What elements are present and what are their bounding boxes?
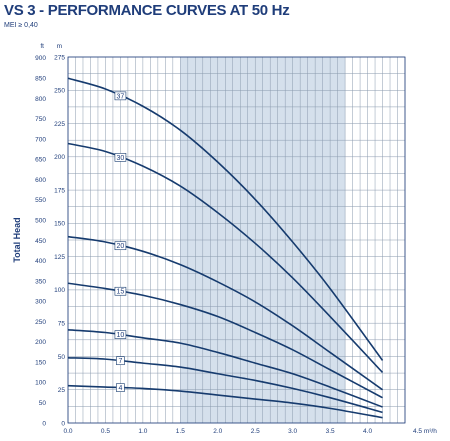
curve-label-4: 4 <box>118 385 122 392</box>
x-unit-label: 4.5 m³/h <box>413 428 437 435</box>
y-tick-m-9: 225 <box>54 121 65 128</box>
chart-title: VS 3 - PERFORMANCE CURVES AT 50 Hz <box>4 2 290 19</box>
y-tick-m-1: 25 <box>58 387 66 394</box>
curve-label-30: 30 <box>117 155 125 162</box>
y-tick-ft-10: 500 <box>35 217 46 224</box>
curve-label-7: 7 <box>118 358 122 365</box>
y-tick-m-3: 75 <box>58 320 66 327</box>
curve-label-box-7 <box>116 356 125 366</box>
y-tick-m-8: 200 <box>54 154 65 161</box>
y-tick-ft-15: 750 <box>35 116 46 123</box>
y-tick-m-0: 0 <box>61 420 65 427</box>
y-tick-m-7: 175 <box>54 187 65 194</box>
y-unit-m-label: m <box>57 43 62 50</box>
y-tick-m-10: 250 <box>54 88 65 95</box>
curve-label-box-10 <box>114 330 127 339</box>
y-tick-ft-1: 50 <box>39 400 47 407</box>
x-tick-label-1: 0.5 <box>101 428 110 435</box>
y-tick-ft-11: 550 <box>35 197 46 204</box>
y-tick-labels-ft: 0 50 100 150 200 250 300 350 400 450 500 550 600 650 7… <box>35 55 46 427</box>
x-tick-label-0: 0.0 <box>63 428 72 435</box>
y-tick-m-6: 150 <box>54 221 65 228</box>
curve-label-box-37 <box>114 91 127 101</box>
x-tick-label-5: 2.5 <box>251 428 260 435</box>
y-tick-ft-7: 350 <box>35 278 46 285</box>
y-tick-ft-14: 700 <box>35 136 46 143</box>
curve-label-box-4 <box>116 383 125 392</box>
curve-label-box-15 <box>114 286 127 296</box>
y-unit-ft-label: ft <box>40 43 44 50</box>
y-tick-m-5: 125 <box>54 254 65 261</box>
y-tick-ft-12: 600 <box>35 177 46 184</box>
y-tick-m-11: 275 <box>54 54 65 61</box>
curve-label-20: 20 <box>117 243 125 250</box>
x-tick-label-2: 1.0 <box>138 428 147 435</box>
x-tick-label-6: 3.0 <box>288 428 297 435</box>
y-tick-ft-16: 800 <box>35 96 46 103</box>
y-tick-ft-9: 450 <box>35 238 46 245</box>
y-tick-labels-m: 0 25 50 75 100 125 150 175 200 225 250 275 <box>54 54 65 427</box>
chart-subtitle: MEI ≥ 0,40 <box>4 22 38 29</box>
y-tick-ft-3: 150 <box>35 359 46 366</box>
y-tick-ft-4: 200 <box>35 339 46 346</box>
x-tick-label-8: 4.0 <box>363 428 372 435</box>
x-tick-label-4: 2.0 <box>213 428 222 435</box>
curve-label-37: 37 <box>117 93 125 100</box>
curves-group <box>67 77 384 419</box>
x-tick-label-7: 3.5 <box>326 428 335 435</box>
curve-label-box-20 <box>114 241 127 251</box>
y-tick-ft-6: 300 <box>35 299 46 306</box>
curve-label-15: 15 <box>117 289 125 296</box>
y-tick-ft-17: 850 <box>35 75 46 82</box>
y-tick-ft-13: 650 <box>35 157 46 164</box>
y-tick-ft-5: 250 <box>35 319 46 326</box>
y-tick-ft-18: 900 <box>35 55 46 62</box>
curve-labels-group: 37 30 20 15 10 7 4 <box>114 91 127 392</box>
plot-frame <box>67 56 406 424</box>
y-tick-ft-8: 400 <box>35 258 46 265</box>
y-tick-m-2: 50 <box>58 354 66 361</box>
y-tick-m-4: 100 <box>54 287 65 294</box>
x-tick-label-3: 1.5 <box>176 428 185 435</box>
x-tick-labels: 0.0 0.5 1.0 1.5 2.0 2.5 3.0 3.5 4.0 <box>63 428 372 435</box>
curve-label-10: 10 <box>117 332 125 339</box>
y-tick-ft-0: 0 <box>42 420 46 427</box>
curve-label-box-30 <box>114 153 127 162</box>
y-axis-label: Total Head <box>12 217 22 262</box>
y-tick-ft-2: 100 <box>35 380 46 387</box>
